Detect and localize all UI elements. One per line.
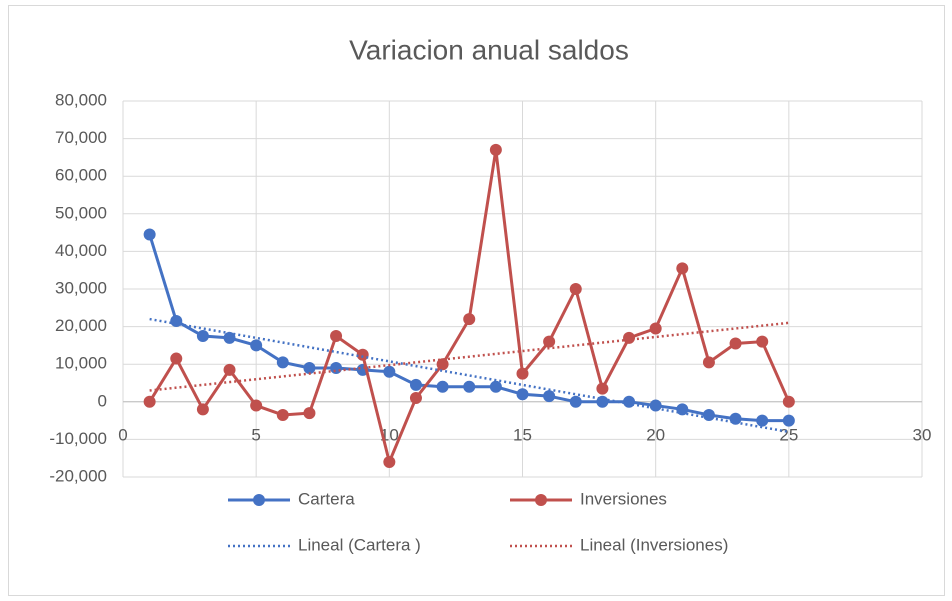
y-tick-label: 20,000: [55, 316, 107, 335]
marker: [569, 395, 582, 408]
y-tick-label: 40,000: [55, 241, 107, 260]
marker: [250, 399, 263, 412]
marker: [489, 380, 502, 393]
x-tick-label: 0: [118, 425, 127, 444]
legend-marker: [253, 494, 265, 506]
legend-label: Lineal (Cartera ): [298, 535, 421, 554]
marker: [223, 363, 236, 376]
legend-label: Cartera: [298, 489, 355, 508]
marker: [569, 283, 582, 295]
y-tick-label: 60,000: [55, 166, 107, 185]
marker: [409, 392, 422, 405]
marker: [516, 388, 529, 401]
marker: [543, 335, 556, 348]
marker: [676, 262, 689, 275]
y-tick-label: 70,000: [55, 128, 107, 147]
marker: [276, 356, 289, 369]
marker: [782, 395, 795, 408]
x-tick-label: 25: [779, 425, 798, 444]
marker: [782, 414, 795, 427]
marker: [676, 403, 689, 416]
marker: [756, 414, 769, 427]
chart-frame: [8, 5, 945, 596]
y-tick-label: 50,000: [55, 203, 107, 222]
marker: [702, 356, 715, 369]
x-tick-label: 20: [646, 425, 665, 444]
marker: [649, 322, 662, 335]
marker: [543, 390, 556, 403]
y-tick-label: 0: [98, 391, 107, 410]
chart-title: Variacion anual saldos: [349, 34, 629, 65]
trend-line: [149, 317, 790, 434]
marker: [196, 330, 209, 342]
marker: [223, 331, 236, 344]
marker: [596, 382, 609, 395]
y-tick-label: 10,000: [55, 354, 107, 373]
legend-marker: [535, 494, 547, 506]
marker: [303, 361, 316, 374]
marker: [436, 358, 449, 371]
marker: [729, 337, 742, 350]
marker: [409, 378, 422, 391]
marker: [383, 455, 396, 468]
y-tick-label: -20,000: [49, 466, 107, 485]
legend-label: Inversiones: [580, 489, 667, 508]
marker: [250, 339, 263, 352]
x-tick-label: 30: [913, 425, 932, 444]
marker: [330, 330, 343, 342]
marker: [303, 407, 316, 420]
marker: [516, 367, 529, 380]
y-tick-label: 30,000: [55, 278, 107, 297]
marker: [623, 395, 636, 408]
marker: [356, 348, 369, 361]
marker: [436, 380, 449, 393]
y-tick-label: 80,000: [55, 90, 107, 109]
marker: [756, 335, 769, 348]
marker: [143, 395, 156, 408]
marker: [170, 352, 183, 365]
legend-label: Lineal (Inversiones): [580, 535, 728, 554]
marker: [489, 143, 502, 156]
marker: [330, 361, 343, 374]
marker: [702, 408, 715, 421]
trend-line: [149, 321, 789, 392]
marker: [196, 403, 209, 416]
marker: [649, 399, 662, 412]
y-tick-label: -10,000: [49, 429, 107, 448]
marker: [276, 408, 289, 421]
marker: [383, 365, 396, 378]
x-tick-label: 15: [513, 425, 532, 444]
marker: [623, 331, 636, 344]
marker: [143, 228, 156, 241]
x-tick-label: 5: [251, 425, 260, 444]
marker: [463, 380, 476, 393]
marker: [463, 313, 476, 326]
